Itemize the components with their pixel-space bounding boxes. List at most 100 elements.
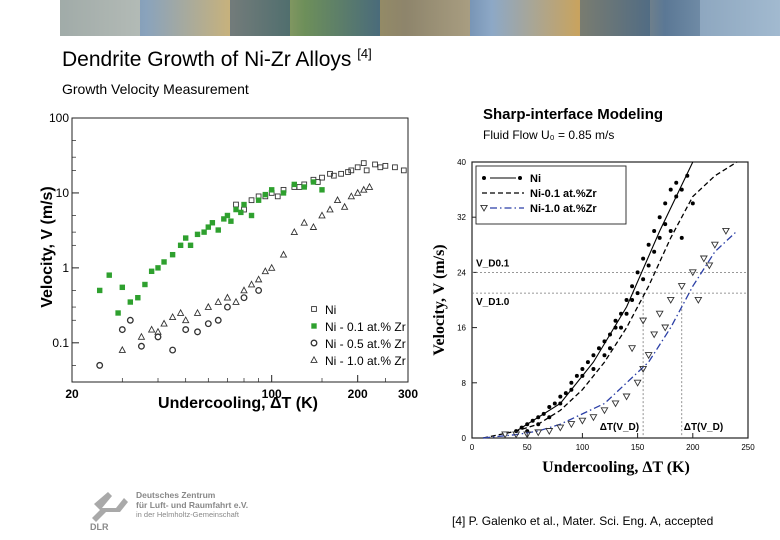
data-point <box>644 352 653 360</box>
data-point <box>147 325 156 333</box>
data-point <box>556 424 565 432</box>
data-point <box>655 310 664 318</box>
data-point <box>353 188 362 196</box>
data-point <box>545 428 554 436</box>
data-point <box>267 263 276 271</box>
data-point <box>274 193 281 200</box>
data-point <box>652 229 657 233</box>
data-point <box>558 394 563 399</box>
data-point <box>309 222 318 230</box>
legend-label: Ni - 0.1 at.% Zr <box>325 320 406 334</box>
data-point <box>204 320 212 328</box>
data-point <box>168 313 177 321</box>
data-point <box>254 275 263 283</box>
data-point <box>705 262 714 270</box>
data-point <box>193 308 202 316</box>
data-point <box>137 342 145 350</box>
y-tick-label: 0 <box>462 434 467 443</box>
x-tick-label: 300 <box>398 387 418 401</box>
data-point <box>194 231 201 238</box>
data-point <box>563 391 568 396</box>
data-point <box>674 180 679 185</box>
logo-line-2: für Luft- und Raumfahrt e.V. <box>136 500 249 510</box>
citation: [4] P. Galenko et al., Mater. Sci. Eng. … <box>452 514 714 528</box>
chart-legend: Ni Ni - 0.1 at.% Zr Ni - 0.5 at.% Zr Ni - 1… <box>310 303 406 368</box>
data-point <box>214 316 222 324</box>
data-point <box>569 380 574 385</box>
data-point <box>182 326 190 334</box>
data-point <box>552 401 557 406</box>
data-point <box>657 215 662 220</box>
data-point <box>176 308 185 316</box>
data-point <box>591 367 596 371</box>
data-point <box>596 346 601 351</box>
data-point <box>248 197 255 204</box>
y-axis-label: Velocity, V (m/s) <box>39 186 56 308</box>
data-point <box>223 293 232 301</box>
legend-marker <box>310 355 318 363</box>
banner-segment <box>380 0 470 36</box>
data-point <box>639 365 648 373</box>
data-point <box>619 325 624 330</box>
data-point <box>119 284 126 291</box>
data-point <box>663 201 668 206</box>
data-point <box>657 235 662 240</box>
right-panel-subtitle: Fluid Flow U₀ = 0.85 m/s <box>483 128 615 142</box>
slide-title: Dendrite Growth of Ni-Zr Alloys [4] <box>62 46 372 72</box>
data-point <box>318 211 326 219</box>
data-point <box>650 331 659 339</box>
y-axis-label: Velocity, V (m/s) <box>431 244 448 355</box>
data-point <box>280 190 287 196</box>
y-tick-label: 100 <box>49 112 69 125</box>
data-point <box>641 256 646 261</box>
plot-frame <box>71 117 409 383</box>
data-point <box>580 367 585 371</box>
data-point <box>523 431 532 439</box>
data-point <box>155 265 161 271</box>
y-tick-label: 32 <box>457 213 466 222</box>
legend-label: Ni-1.0 at.%Zr <box>530 203 597 215</box>
data-point <box>347 192 356 200</box>
data-point <box>247 280 256 288</box>
data-point <box>365 182 374 190</box>
data-point <box>641 277 646 282</box>
data-point <box>319 174 325 181</box>
data-point <box>628 345 637 353</box>
data-point <box>501 431 510 439</box>
data-point <box>668 187 673 192</box>
data-point <box>232 297 240 305</box>
data-point <box>215 227 221 233</box>
data-point <box>630 284 635 289</box>
data-point <box>96 287 103 294</box>
dlr-logo: DLR Deutsches Zentrum für Luft- und Raum… <box>86 486 266 532</box>
y-tick-label: 1 <box>62 261 69 275</box>
data-point <box>268 187 275 193</box>
data-point <box>240 294 248 302</box>
data-point <box>241 201 247 208</box>
data-point <box>633 379 642 387</box>
data-point <box>182 235 189 241</box>
annotation-label: ΔT(V_D) <box>600 422 639 433</box>
data-point <box>142 281 148 288</box>
data-point <box>177 242 184 249</box>
data-point <box>228 218 234 224</box>
x-tick-label: 200 <box>348 387 368 401</box>
logo-line-3: in der Helmholtz-Gemeinschaft <box>136 510 239 519</box>
data-point <box>345 169 351 175</box>
data-point <box>677 283 686 291</box>
data-point <box>340 202 349 210</box>
data-point <box>372 161 378 168</box>
data-point <box>223 303 231 311</box>
data-point <box>127 299 134 305</box>
data-point <box>646 242 651 247</box>
legend-marker <box>482 176 486 180</box>
data-point <box>585 360 590 365</box>
data-point <box>624 298 629 302</box>
data-point <box>661 324 670 332</box>
data-point <box>327 170 333 177</box>
banner-segment <box>700 0 780 36</box>
data-point <box>224 212 231 219</box>
annotation-label: V_D0.1 <box>476 258 510 269</box>
y-tick-label: 10 <box>56 186 70 200</box>
